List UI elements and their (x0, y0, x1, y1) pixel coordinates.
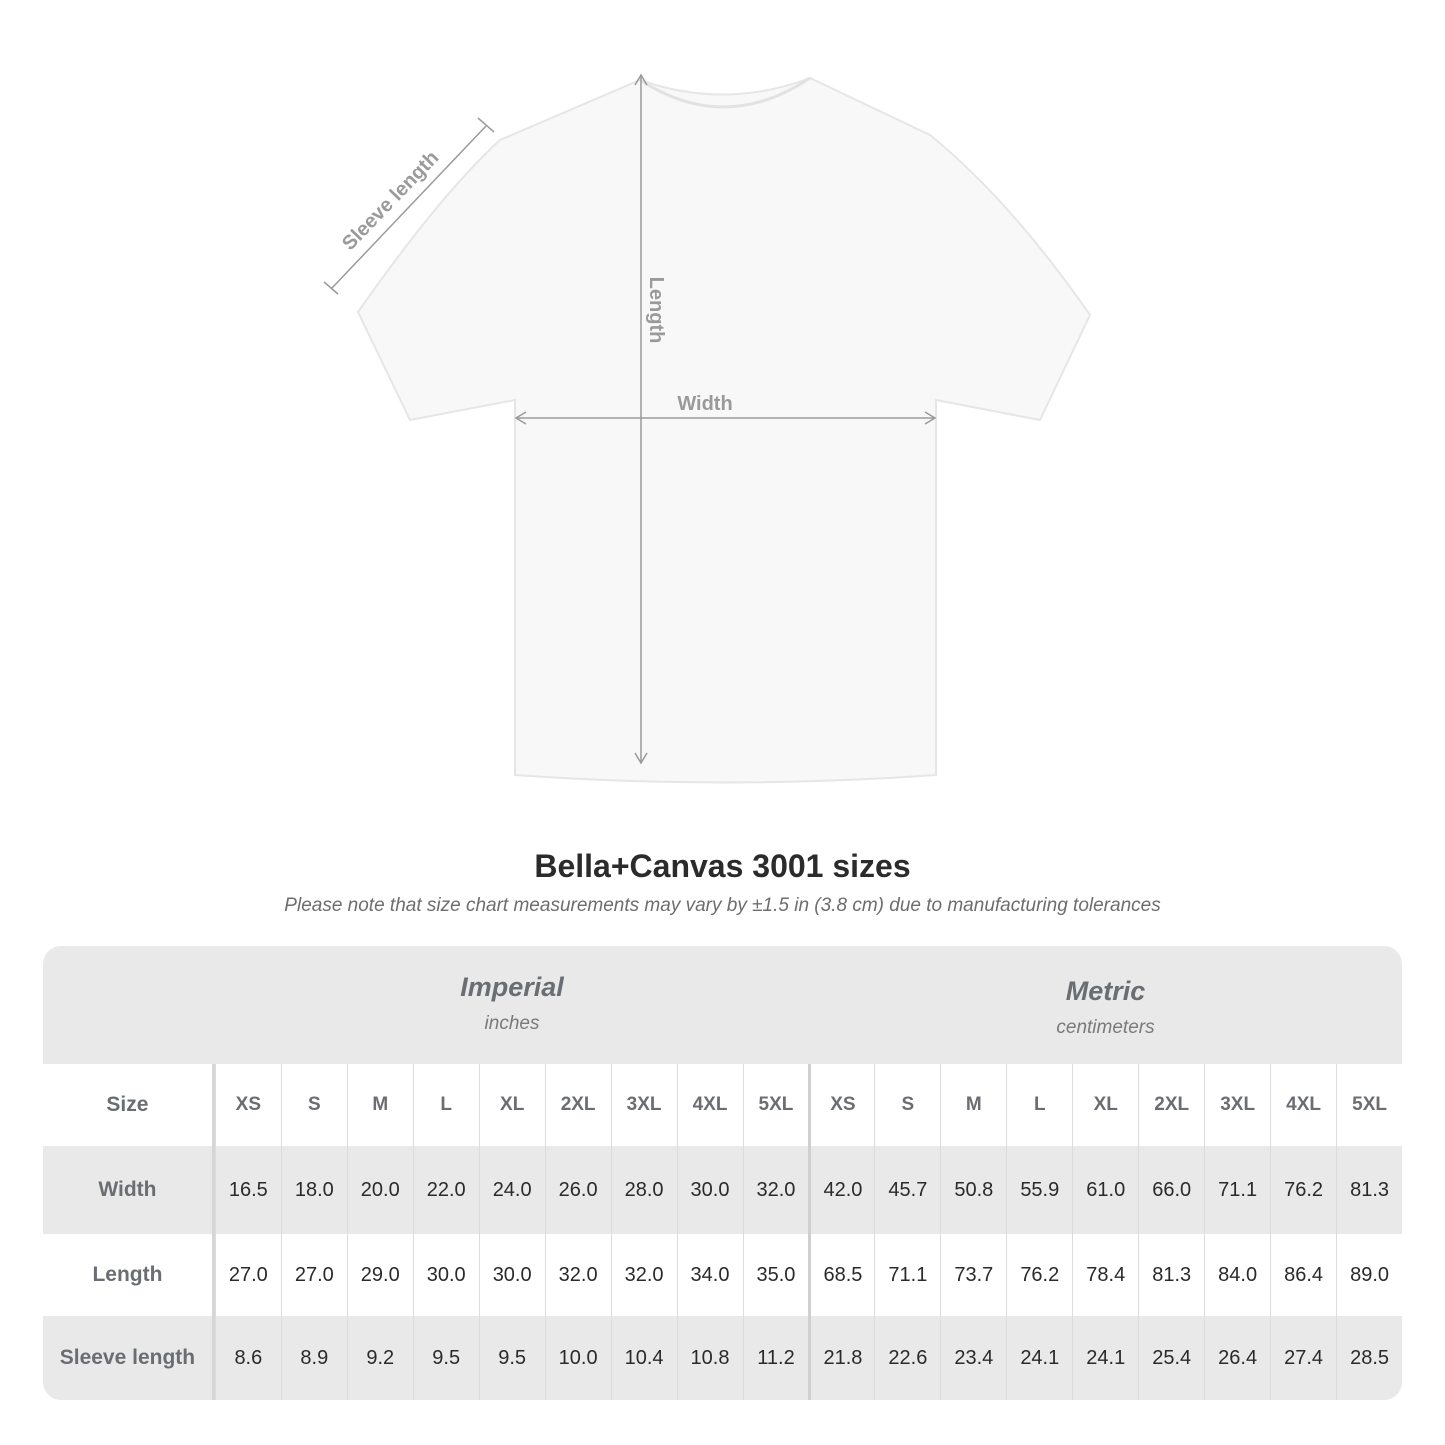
cell-imperial: 20.0 (346, 1146, 413, 1234)
cell-imperial: 8.6 (214, 1316, 281, 1400)
size-header-imperial: XL (478, 1064, 545, 1146)
cell-metric: 68.5 (808, 1234, 874, 1316)
cell-imperial: 9.5 (478, 1316, 545, 1400)
length-label: Length (645, 277, 667, 344)
width-label: Width (677, 393, 732, 415)
cell-metric: 84.0 (1204, 1234, 1270, 1316)
metric-heading: Metric (1065, 976, 1146, 1006)
chart-title: Bella+Canvas 3001 sizes (534, 848, 911, 884)
cell-metric: 26.4 (1204, 1316, 1270, 1400)
cell-metric: 27.4 (1270, 1316, 1336, 1400)
tshirt-diagram: Sleeve length Length Width (323, 73, 1092, 784)
cell-imperial: 24.0 (478, 1146, 545, 1234)
size-table: Imperial inches Metric centimeters Size X… (43, 946, 1402, 1400)
size-header-imperial: S (280, 1064, 347, 1146)
cell-imperial: 16.5 (214, 1146, 281, 1234)
size-header-metric: XS (808, 1064, 874, 1146)
cell-imperial: 32.0 (610, 1234, 677, 1316)
imperial-heading: Imperial (460, 972, 564, 1002)
cell-imperial: 8.9 (280, 1316, 347, 1400)
cell-metric: 61.0 (1072, 1146, 1138, 1234)
cell-imperial: 29.0 (346, 1234, 413, 1316)
row-label: Width (43, 1146, 215, 1234)
size-header-metric: 3XL (1204, 1064, 1270, 1146)
cell-metric: 45.7 (874, 1146, 940, 1234)
size-header-imperial: 5XL (742, 1064, 809, 1146)
cell-metric: 66.0 (1138, 1146, 1204, 1234)
cell-metric: 55.9 (1006, 1146, 1072, 1234)
table-row: Sleeve length 8.6 8.9 9.2 9.5 9.5 10.0 10.4 10.8… (43, 1316, 1402, 1400)
size-header-metric: S (874, 1064, 940, 1146)
cell-metric: 21.8 (808, 1316, 874, 1400)
cell-imperial: 30.0 (676, 1146, 743, 1234)
cell-metric: 78.4 (1072, 1234, 1138, 1316)
cell-imperial: 22.0 (412, 1146, 479, 1234)
row-label: Sleeve length (43, 1316, 215, 1400)
cell-metric: 86.4 (1270, 1234, 1336, 1316)
imperial-header: Imperial inches (215, 946, 809, 1090)
size-header-metric: 2XL (1138, 1064, 1204, 1146)
metric-unit: centimeters (1056, 1017, 1155, 1038)
sleeve-measure-line (331, 125, 487, 289)
cell-metric: 71.1 (1204, 1146, 1270, 1234)
table-row: Length 27.0 27.0 29.0 30.0 30.0 32.0 32.0 34.0 35… (43, 1234, 1402, 1316)
tshirt-illustration (356, 76, 1092, 784)
size-header-imperial: 3XL (610, 1064, 677, 1146)
cell-metric: 24.1 (1072, 1316, 1138, 1400)
cell-imperial: 27.0 (214, 1234, 281, 1316)
cell-imperial: 18.0 (280, 1146, 347, 1234)
size-header-metric: L (1006, 1064, 1072, 1146)
cell-metric: 28.5 (1336, 1316, 1402, 1400)
cell-metric: 71.1 (874, 1234, 940, 1316)
table-row: Width 16.5 18.0 20.0 22.0 24.0 26.0 28.0 30.0 32.… (43, 1146, 1402, 1234)
cell-imperial: 30.0 (412, 1234, 479, 1316)
size-header-imperial: XS (214, 1064, 281, 1146)
cell-metric: 25.4 (1138, 1316, 1204, 1400)
size-header-metric: XL (1072, 1064, 1138, 1146)
size-header-imperial: 4XL (676, 1064, 743, 1146)
cell-metric: 24.1 (1006, 1316, 1072, 1400)
cell-imperial: 28.0 (610, 1146, 677, 1234)
cell-imperial: 27.0 (280, 1234, 347, 1316)
size-header-imperial: M (346, 1064, 413, 1146)
cell-imperial: 35.0 (742, 1234, 809, 1316)
cell-imperial: 10.8 (676, 1316, 743, 1400)
cell-metric: 81.3 (1138, 1234, 1204, 1316)
tolerance-note: Please note that size chart measurements… (284, 895, 1161, 916)
cell-metric: 89.0 (1336, 1234, 1402, 1316)
cell-imperial: 9.5 (412, 1316, 479, 1400)
table-header-row: Size XS S M L XL 2XL 3XL 4XL 5XL XS S M L XL 2XL 3XL 4XL 5… (43, 1064, 1402, 1146)
size-header-imperial: 2XL (544, 1064, 611, 1146)
cell-metric: 76.2 (1270, 1146, 1336, 1234)
cell-metric: 73.7 (940, 1234, 1006, 1316)
size-header-imperial: L (412, 1064, 479, 1146)
cell-imperial: 11.2 (742, 1316, 809, 1400)
row-label: Length (43, 1234, 215, 1316)
cell-imperial: 32.0 (742, 1146, 809, 1234)
imperial-unit: inches (484, 1013, 540, 1034)
cell-metric: 23.4 (940, 1316, 1006, 1400)
size-header-metric: M (940, 1064, 1006, 1146)
cell-metric: 22.6 (874, 1316, 940, 1400)
cell-imperial: 10.0 (544, 1316, 611, 1400)
cell-imperial: 10.4 (610, 1316, 677, 1400)
size-header-metric: 4XL (1270, 1064, 1336, 1146)
cell-metric: 76.2 (1006, 1234, 1072, 1316)
cell-imperial: 9.2 (346, 1316, 413, 1400)
size-column-header: Size (43, 1064, 215, 1146)
cell-imperial: 32.0 (544, 1234, 611, 1316)
cell-imperial: 34.0 (676, 1234, 743, 1316)
size-header-metric: 5XL (1336, 1064, 1402, 1146)
cell-metric: 81.3 (1336, 1146, 1402, 1234)
cell-metric: 42.0 (808, 1146, 874, 1234)
cell-imperial: 30.0 (478, 1234, 545, 1316)
metric-header: Metric centimeters (809, 946, 1402, 1094)
cell-imperial: 26.0 (544, 1146, 611, 1234)
cell-metric: 50.8 (940, 1146, 1006, 1234)
